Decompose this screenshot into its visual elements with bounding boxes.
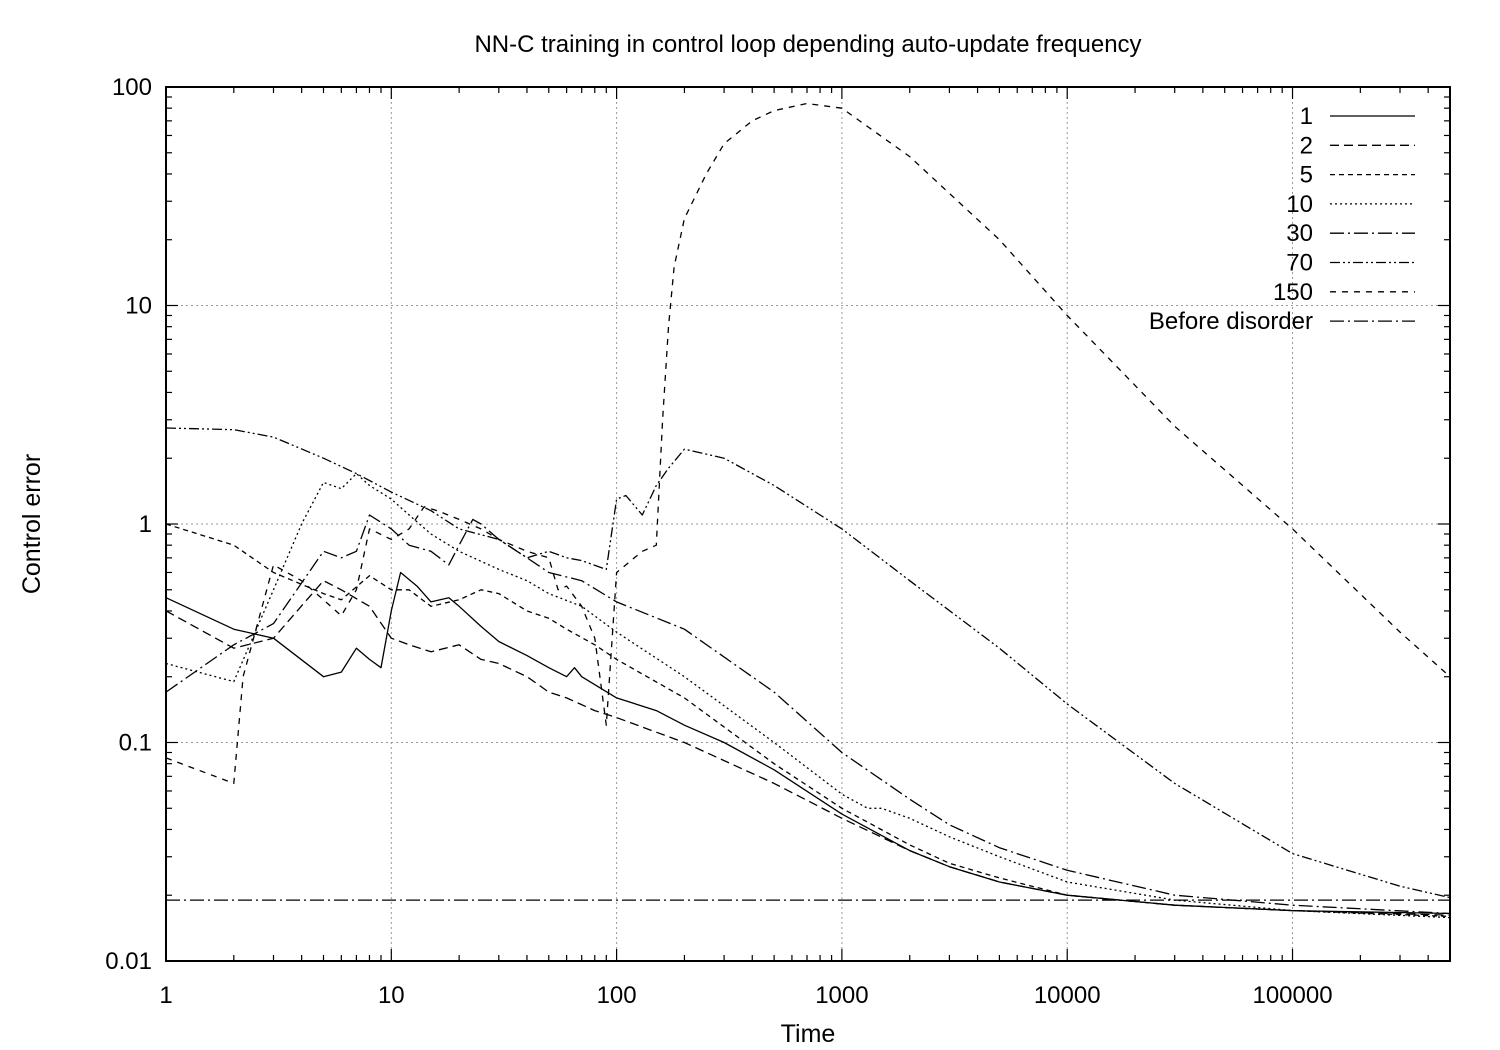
series-line	[165, 472, 1451, 919]
x-tick-label: 1000	[815, 982, 868, 1009]
y-tick-label: 0.01	[105, 948, 152, 975]
series-line	[165, 580, 1451, 916]
legend-label: Before disorder	[1149, 308, 1313, 335]
legend-label: 1	[1300, 103, 1313, 130]
y-tick-label: 1	[139, 511, 152, 538]
y-tick-label: 0.1	[119, 730, 152, 757]
axis-ticks: 1 10 100 1000 10000 100000 0.01 0.1 1 10 100	[105, 74, 1451, 1009]
y-tick-label: 10	[125, 293, 152, 320]
series-line	[165, 523, 1451, 918]
x-tick-label: 1	[159, 982, 172, 1009]
series-line	[165, 427, 1451, 899]
x-axis-label: Time	[781, 1020, 836, 1048]
y-axis-label: Control error	[18, 454, 46, 594]
legend-label: 150	[1273, 279, 1313, 306]
legend-label: 10	[1286, 191, 1313, 218]
series-line	[165, 514, 1451, 915]
legend-label: 30	[1286, 220, 1313, 247]
x-tick-label: 10000	[1034, 982, 1101, 1009]
grid	[166, 87, 1450, 961]
legend-label: 2	[1300, 132, 1313, 159]
legend-label: 70	[1286, 250, 1313, 277]
legend-label: 5	[1300, 162, 1313, 189]
x-tick-label: 10	[378, 982, 405, 1009]
series-line	[165, 102, 1451, 785]
chart-title: NN-C training in control loop depending …	[474, 31, 1141, 58]
series-lines	[165, 102, 1451, 919]
y-tick-label: 100	[112, 74, 152, 101]
x-tick-label: 100	[597, 982, 637, 1009]
x-tick-label: 100000	[1252, 982, 1332, 1009]
